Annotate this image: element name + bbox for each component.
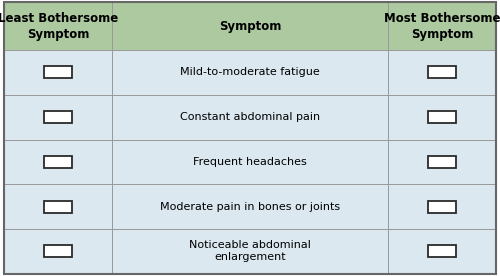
Bar (4, 2, 112, 50)
Bar (428, 111, 456, 123)
Text: Constant abdominal pain: Constant abdominal pain (180, 112, 320, 122)
Bar (4, 184, 112, 229)
Bar (428, 201, 456, 213)
Text: Least Bothersome
Symptom: Least Bothersome Symptom (0, 12, 118, 41)
Bar (44, 245, 72, 258)
Bar (388, 184, 496, 229)
Bar (112, 229, 388, 274)
Text: Mild-to-moderate fatigue: Mild-to-moderate fatigue (180, 67, 320, 78)
Bar (112, 95, 388, 140)
Bar (388, 50, 496, 95)
Bar (428, 245, 456, 258)
Bar (44, 201, 72, 213)
Bar (388, 95, 496, 140)
Bar (428, 156, 456, 168)
Bar (4, 95, 112, 140)
Text: Most Bothersome
Symptom: Most Bothersome Symptom (384, 12, 500, 41)
Bar (112, 50, 388, 95)
Bar (44, 111, 72, 123)
Bar (428, 67, 456, 78)
Text: Noticeable abdominal
enlargement: Noticeable abdominal enlargement (189, 240, 311, 262)
Bar (44, 156, 72, 168)
Bar (4, 50, 112, 95)
Bar (112, 140, 388, 184)
Bar (44, 67, 72, 78)
Bar (112, 184, 388, 229)
Bar (388, 140, 496, 184)
Bar (388, 2, 496, 50)
Text: Symptom: Symptom (219, 20, 281, 33)
Bar (4, 140, 112, 184)
Bar (112, 2, 388, 50)
Text: Moderate pain in bones or joints: Moderate pain in bones or joints (160, 202, 340, 212)
Text: Frequent headaches: Frequent headaches (193, 157, 307, 167)
Bar (388, 229, 496, 274)
Bar (4, 229, 112, 274)
